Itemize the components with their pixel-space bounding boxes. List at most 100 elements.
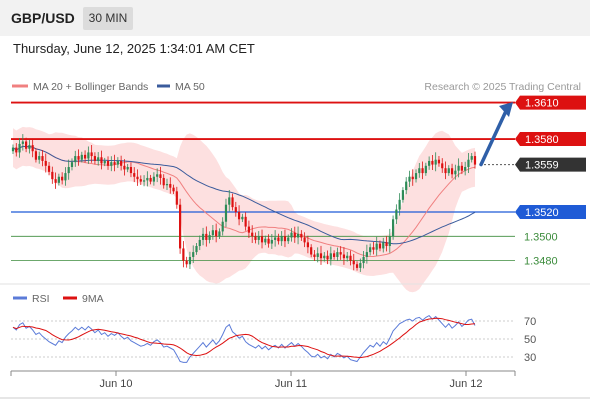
candle <box>34 148 38 163</box>
candle-body <box>473 156 477 165</box>
candle-body <box>11 147 15 152</box>
candle-body <box>277 237 280 242</box>
x-tick-label: Jun 10 <box>99 378 132 390</box>
candle <box>251 225 254 243</box>
candle <box>142 175 146 187</box>
candle <box>369 243 372 256</box>
candle <box>310 244 313 258</box>
candle <box>93 152 97 165</box>
candle-body <box>142 180 146 182</box>
candle-body <box>316 253 319 257</box>
candle <box>274 230 277 247</box>
candle-body <box>444 168 447 174</box>
candle <box>333 250 336 260</box>
candle <box>280 231 283 246</box>
candle <box>28 139 31 154</box>
candle-body <box>234 207 237 212</box>
candle <box>87 146 90 164</box>
candle-body <box>172 187 175 192</box>
rsi-ma-line <box>12 317 476 359</box>
candle-body <box>70 162 74 168</box>
candle <box>152 172 155 186</box>
candle <box>44 153 47 173</box>
candle-body <box>195 246 198 253</box>
rsi-tick-label: 30 <box>524 352 536 364</box>
copyright-label: Research © 2025 Trading Central <box>424 81 581 93</box>
candle <box>70 158 74 171</box>
candle-body <box>61 176 64 181</box>
candle-body <box>192 252 195 257</box>
candle <box>391 215 395 240</box>
candle-body <box>215 230 218 237</box>
candle <box>362 251 365 269</box>
candle <box>231 193 234 211</box>
candle-body <box>405 181 408 191</box>
candle <box>205 226 208 247</box>
candle <box>447 165 450 176</box>
candle-body <box>152 176 155 182</box>
candle <box>215 223 218 243</box>
candle-body <box>201 233 205 240</box>
candle-body <box>129 167 133 174</box>
candle <box>126 163 129 173</box>
price-chart: 1.3610 1.3580 1.3559 1.3520 1.3500 1.3480 <box>11 95 586 293</box>
level-flag-1.3580 <box>515 132 586 147</box>
candle <box>156 168 159 183</box>
candle <box>247 220 251 239</box>
candle-body <box>228 197 231 205</box>
candle-body <box>280 236 283 242</box>
candle-body <box>434 159 437 165</box>
candle-body <box>211 230 214 236</box>
candle-body <box>83 154 87 159</box>
timeframe-button[interactable]: 30 MIN <box>83 7 133 30</box>
candle <box>195 242 198 255</box>
candle <box>385 236 388 252</box>
candle-body <box>162 177 165 186</box>
candle-body <box>113 162 116 165</box>
candle <box>418 163 421 178</box>
candle <box>290 228 293 242</box>
candle-body <box>467 159 470 168</box>
candle <box>349 250 352 266</box>
candle <box>470 153 473 163</box>
candle <box>208 231 211 244</box>
candle <box>264 235 267 246</box>
legend-rsi-label: RSI <box>32 293 50 305</box>
candle-body <box>175 191 178 205</box>
candle <box>25 137 28 153</box>
candle <box>303 232 306 248</box>
candle-body <box>237 211 241 220</box>
candle <box>100 150 103 170</box>
candle <box>460 162 463 175</box>
candle <box>421 161 424 180</box>
legend-ma20-label: MA 20 + Bollinger Bands <box>33 81 148 93</box>
candle <box>97 152 100 166</box>
candle-body <box>205 233 208 240</box>
candle-body <box>378 243 382 249</box>
candle <box>218 228 221 240</box>
candle <box>237 205 241 226</box>
level-label-1.3480: 1.3480 <box>524 256 558 268</box>
candle-body <box>221 221 224 232</box>
candle <box>90 145 93 163</box>
ma50-line <box>12 145 476 245</box>
rsi-line <box>12 314 476 363</box>
candle <box>120 155 123 171</box>
candle-body <box>38 156 41 160</box>
candle-body <box>470 156 473 160</box>
candle-body <box>352 260 355 265</box>
candle <box>175 186 178 209</box>
candle-body <box>339 252 342 255</box>
candle-body <box>97 157 100 161</box>
candle-body <box>388 236 391 247</box>
candle-body <box>349 255 352 261</box>
ma20-line <box>12 145 476 258</box>
level-flag-1.3559 <box>515 157 586 172</box>
x-tick-label: Jun 12 <box>449 378 482 390</box>
candle-body <box>106 160 110 166</box>
candle-body <box>431 160 434 165</box>
candle <box>342 247 346 265</box>
chart-datetime: Thursday, June 12, 2025 1:34:01 AM CET <box>13 41 255 56</box>
rsi-tick-label: 50 <box>524 334 536 346</box>
